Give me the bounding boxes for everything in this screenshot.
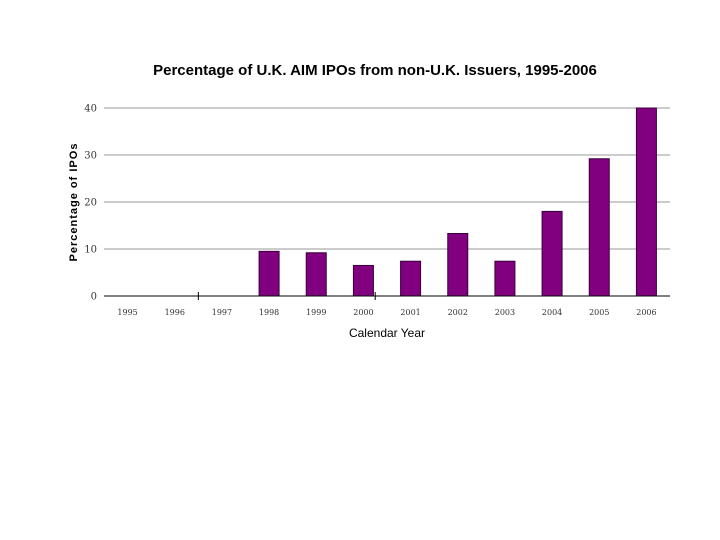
x-tick-labels: 1995 1996 1997 1998 1999 2000 2001 2002 2003 2004… bbox=[117, 308, 656, 317]
x-tick-label-2005: 2005 bbox=[589, 308, 609, 317]
bar-2006 bbox=[635, 107, 657, 297]
x-tick-label-2001: 2001 bbox=[400, 308, 420, 317]
y-axis-label: Percentage of IPOs bbox=[68, 143, 80, 262]
y-tick-label-0: 0 bbox=[91, 292, 97, 303]
bar-1999 bbox=[305, 252, 327, 297]
bar-2005 bbox=[588, 158, 610, 297]
x-tick-label-2006: 2006 bbox=[636, 308, 656, 317]
x-tick-label-1999: 1999 bbox=[306, 308, 326, 317]
x-tick-label-1995: 1995 bbox=[117, 308, 137, 317]
x-tick-label-2004: 2004 bbox=[542, 308, 562, 317]
x-tick-label-1996: 1996 bbox=[165, 308, 185, 317]
y-tick-label-10: 10 bbox=[84, 245, 97, 256]
x-axis-label: Calendar Year bbox=[349, 326, 425, 340]
x-tick-label-1997: 1997 bbox=[212, 308, 232, 317]
bar-2002 bbox=[447, 232, 469, 297]
bar-2000 bbox=[352, 264, 374, 297]
y-tick-label-40: 40 bbox=[84, 104, 97, 115]
x-tick-label-2000: 2000 bbox=[353, 308, 373, 317]
bar-2004 bbox=[541, 210, 563, 297]
bar-2001 bbox=[400, 260, 422, 297]
y-tick-label-20: 20 bbox=[84, 198, 97, 209]
bar-1998 bbox=[258, 250, 280, 297]
bar-2003 bbox=[494, 260, 516, 297]
chart-title: Percentage of U.K. AIM IPOs from non-U.K… bbox=[153, 62, 597, 79]
y-tick-labels: 0 10 20 30 40 bbox=[84, 104, 97, 303]
x-tick-label-2002: 2002 bbox=[448, 308, 468, 317]
axis-layer bbox=[104, 292, 670, 300]
y-tick-label-30: 30 bbox=[84, 151, 97, 162]
bar-layer bbox=[258, 107, 657, 297]
grid-layer bbox=[104, 107, 670, 250]
x-tick-label-2003: 2003 bbox=[495, 308, 515, 317]
x-tick-label-1998: 1998 bbox=[259, 308, 279, 317]
